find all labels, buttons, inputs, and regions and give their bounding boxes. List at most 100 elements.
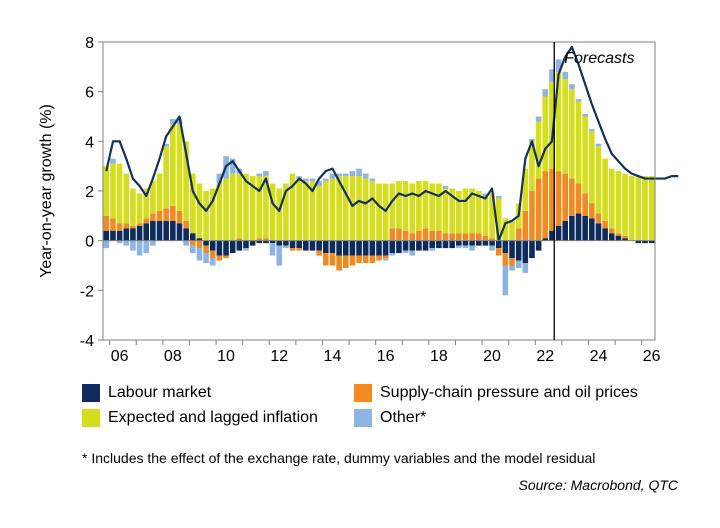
bar-1 [396,240,402,254]
bar-2 [475,233,482,241]
bar-2 [376,255,382,261]
bar-4 [456,245,462,249]
bar-2 [342,255,349,268]
bar-4 [329,173,336,179]
bar-3 [296,178,302,241]
bar-2 [336,255,342,271]
bar-1 [276,240,283,246]
bar-3 [469,188,475,234]
bar-3 [349,176,356,241]
legend-label-expected-inflation: Expected and lagged inflation [108,409,318,426]
bar-1 [575,213,582,241]
legend-swatch-expected-inflation [82,409,100,427]
bar-2 [263,238,269,241]
bar-2 [409,233,416,241]
bar-2 [489,238,495,241]
bar-2 [389,228,396,241]
bar-3 [303,181,309,241]
bar-1 [622,238,628,241]
bar-2 [236,238,243,241]
x-tick-label: 18 [430,348,448,365]
bar-1 [189,233,196,241]
bar-3 [243,173,249,241]
bar-1 [349,240,356,256]
bar-3 [382,183,389,241]
legend-label-other: Other* [380,409,427,426]
bar-3 [103,166,110,216]
bar-3 [509,220,515,241]
y-tick-label: -2 [80,283,94,300]
bar-2 [422,228,429,241]
bar-4 [562,71,569,80]
bar-3 [475,191,482,234]
bar-3 [389,183,396,229]
bar-2 [396,228,402,241]
bar-2 [329,253,336,266]
bar-1 [562,220,569,241]
bar-4 [542,89,549,97]
legend-label-supply-chain: Supply-chain pressure and oil prices [380,384,638,401]
bar-1 [203,240,209,246]
line-layer [105,45,679,242]
bar-4 [389,253,396,256]
bar-1 [256,240,263,244]
bar-4 [136,240,143,256]
legend-item-other: Other* [354,409,426,427]
bar-1 [342,240,349,256]
bar-3 [236,173,243,239]
bar-2 [456,233,462,241]
bar-2 [150,213,156,221]
bar-3 [422,181,429,229]
bar-4 [515,260,522,268]
bar-3 [442,188,449,234]
bar-1 [249,240,256,246]
bar-3 [429,183,435,231]
bar-4 [462,245,469,249]
bar-4 [283,245,289,249]
bar-3 [602,158,608,221]
bar-4 [482,193,489,196]
bar-2 [163,208,169,221]
bar-1 [196,238,203,241]
bar-4 [309,178,316,182]
bar-3 [209,188,216,241]
bar-3 [456,191,462,234]
bar-3 [229,173,236,241]
bar-3 [402,181,409,231]
x-tick-label: 22 [536,348,554,365]
bar-4 [502,265,509,296]
bar-3 [143,188,150,219]
bar-4 [356,168,362,177]
bar-2 [296,248,302,251]
bar-4 [489,245,495,251]
bar-4 [243,248,249,251]
bar-3 [269,183,276,241]
bar-3 [502,218,509,241]
legend-swatch-supply-chain [354,384,372,402]
bar-1 [289,240,296,249]
bar-3 [116,163,123,224]
bar-1 [336,240,342,256]
bar-1 [362,240,369,256]
bar-4 [110,158,116,164]
bar-4 [402,250,409,254]
bar-2 [216,255,223,261]
bar-1 [163,220,169,241]
bar-2 [356,255,362,264]
bar-1 [389,240,396,254]
legend-swatch-other [354,409,372,427]
bar-4 [589,128,595,132]
bar-1 [642,240,648,244]
bar-4 [575,99,582,102]
bar-4 [263,171,269,177]
bar-1 [535,240,542,251]
legend-label-labour-market: Labour market [108,384,212,401]
bar-1 [542,238,549,241]
y-tick-label: 6 [85,85,94,102]
bar-2 [495,248,502,256]
bar-3 [522,168,529,211]
bar-1 [176,223,183,241]
x-tick-label: 26 [643,348,661,365]
bar-3 [615,171,622,234]
bar-2 [436,230,442,241]
